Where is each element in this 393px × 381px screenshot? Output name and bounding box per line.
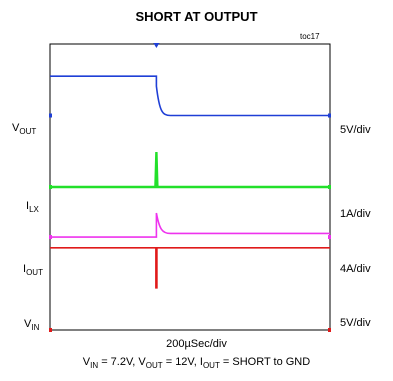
trigger-marker [153, 43, 160, 48]
trace-ilx [50, 151, 330, 189]
scale-label-ilx: 1A/div [340, 208, 371, 220]
ref-marker-right-ilx [328, 185, 331, 189]
trace-vin [50, 246, 330, 289]
trace-iout [50, 212, 330, 238]
scale-label-vout: 5V/div [340, 124, 371, 136]
timebase-label: 200µSec/div [166, 338, 227, 350]
channel-label-vout: VOUT [12, 122, 37, 136]
ref-marker-right-vout [328, 113, 331, 118]
trace-vout [50, 75, 330, 117]
scale-label-vin: 5V/div [340, 317, 371, 329]
figure-id: toc17 [300, 32, 320, 41]
ref-marker-left-vout [49, 113, 52, 118]
channel-label-vin: VIN [24, 318, 40, 332]
ref-marker-left-vin [49, 328, 52, 332]
ref-marker-right-vin [328, 328, 331, 332]
test-conditions: VIN = 7.2V, VOUT = 12V, IOUT = SHORT to … [82, 356, 311, 370]
chart-title: SHORT AT OUTPUT [135, 9, 258, 24]
scale-label-iout: 4A/div [340, 263, 371, 275]
ref-marker-right-iout [328, 235, 331, 240]
ref-marker-left-iout [49, 235, 52, 240]
channel-label-iout: IOUT [23, 263, 43, 277]
ref-marker-left-ilx [49, 185, 52, 189]
channel-label-ilx: ILX [26, 200, 39, 214]
